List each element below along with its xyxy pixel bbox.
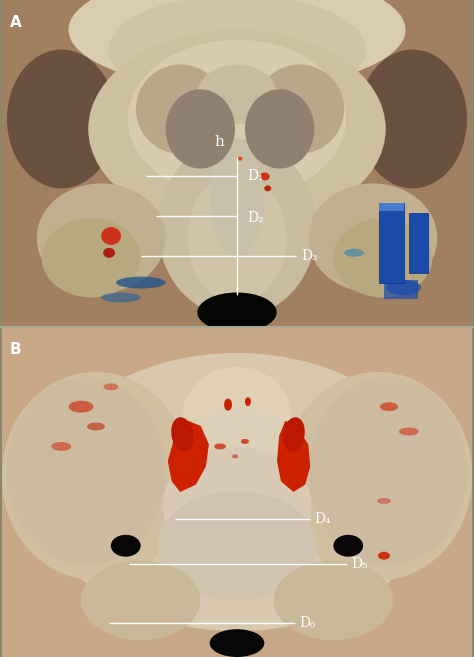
- Ellipse shape: [386, 280, 421, 295]
- Ellipse shape: [399, 428, 419, 436]
- Ellipse shape: [210, 139, 264, 258]
- Ellipse shape: [344, 249, 364, 257]
- Ellipse shape: [1, 372, 190, 581]
- Text: D₅: D₅: [351, 556, 368, 571]
- Ellipse shape: [260, 173, 270, 181]
- Ellipse shape: [158, 139, 316, 317]
- Ellipse shape: [68, 0, 406, 89]
- Ellipse shape: [232, 455, 238, 459]
- Ellipse shape: [274, 560, 393, 640]
- Text: D₃: D₃: [301, 249, 318, 263]
- Ellipse shape: [7, 377, 165, 566]
- Text: h: h: [214, 135, 224, 148]
- Ellipse shape: [309, 183, 438, 292]
- Text: A: A: [10, 15, 22, 30]
- Ellipse shape: [163, 446, 311, 566]
- Bar: [379, 203, 403, 283]
- Ellipse shape: [38, 353, 436, 631]
- Ellipse shape: [197, 64, 277, 124]
- Text: D₆: D₆: [300, 616, 316, 630]
- Ellipse shape: [245, 89, 314, 169]
- Ellipse shape: [237, 156, 243, 160]
- Ellipse shape: [101, 292, 141, 302]
- Text: D₂: D₂: [247, 211, 264, 225]
- Ellipse shape: [51, 442, 71, 451]
- Ellipse shape: [101, 227, 121, 245]
- Ellipse shape: [182, 367, 292, 466]
- Ellipse shape: [171, 417, 193, 452]
- Ellipse shape: [36, 183, 165, 292]
- Ellipse shape: [116, 277, 165, 288]
- Ellipse shape: [87, 422, 105, 430]
- Ellipse shape: [210, 629, 264, 657]
- Ellipse shape: [103, 383, 118, 390]
- Polygon shape: [168, 422, 208, 491]
- Ellipse shape: [284, 372, 473, 581]
- Bar: [379, 203, 403, 211]
- Ellipse shape: [283, 417, 305, 452]
- Ellipse shape: [103, 248, 115, 258]
- Ellipse shape: [111, 535, 141, 556]
- Ellipse shape: [187, 173, 287, 302]
- Ellipse shape: [377, 498, 391, 504]
- Ellipse shape: [255, 64, 344, 154]
- Ellipse shape: [241, 439, 249, 444]
- Text: B: B: [9, 342, 21, 357]
- Ellipse shape: [157, 491, 317, 600]
- Ellipse shape: [197, 292, 277, 332]
- Ellipse shape: [358, 49, 467, 189]
- Ellipse shape: [136, 64, 225, 154]
- Ellipse shape: [88, 30, 386, 228]
- Ellipse shape: [309, 377, 467, 566]
- Ellipse shape: [264, 185, 271, 191]
- Ellipse shape: [81, 560, 200, 640]
- Ellipse shape: [224, 399, 232, 411]
- Ellipse shape: [378, 552, 390, 560]
- Bar: [384, 280, 419, 300]
- Bar: [409, 213, 428, 273]
- Ellipse shape: [128, 39, 346, 198]
- Ellipse shape: [165, 89, 235, 169]
- Polygon shape: [278, 422, 310, 491]
- Text: D₄: D₄: [314, 512, 331, 526]
- Ellipse shape: [69, 401, 93, 413]
- Ellipse shape: [7, 49, 116, 189]
- Ellipse shape: [333, 535, 363, 556]
- Ellipse shape: [214, 443, 226, 449]
- Ellipse shape: [245, 397, 251, 406]
- Text: D₁: D₁: [247, 170, 264, 183]
- Ellipse shape: [333, 218, 432, 298]
- Ellipse shape: [42, 218, 141, 298]
- Ellipse shape: [108, 0, 366, 104]
- Ellipse shape: [380, 402, 398, 411]
- Ellipse shape: [173, 407, 301, 506]
